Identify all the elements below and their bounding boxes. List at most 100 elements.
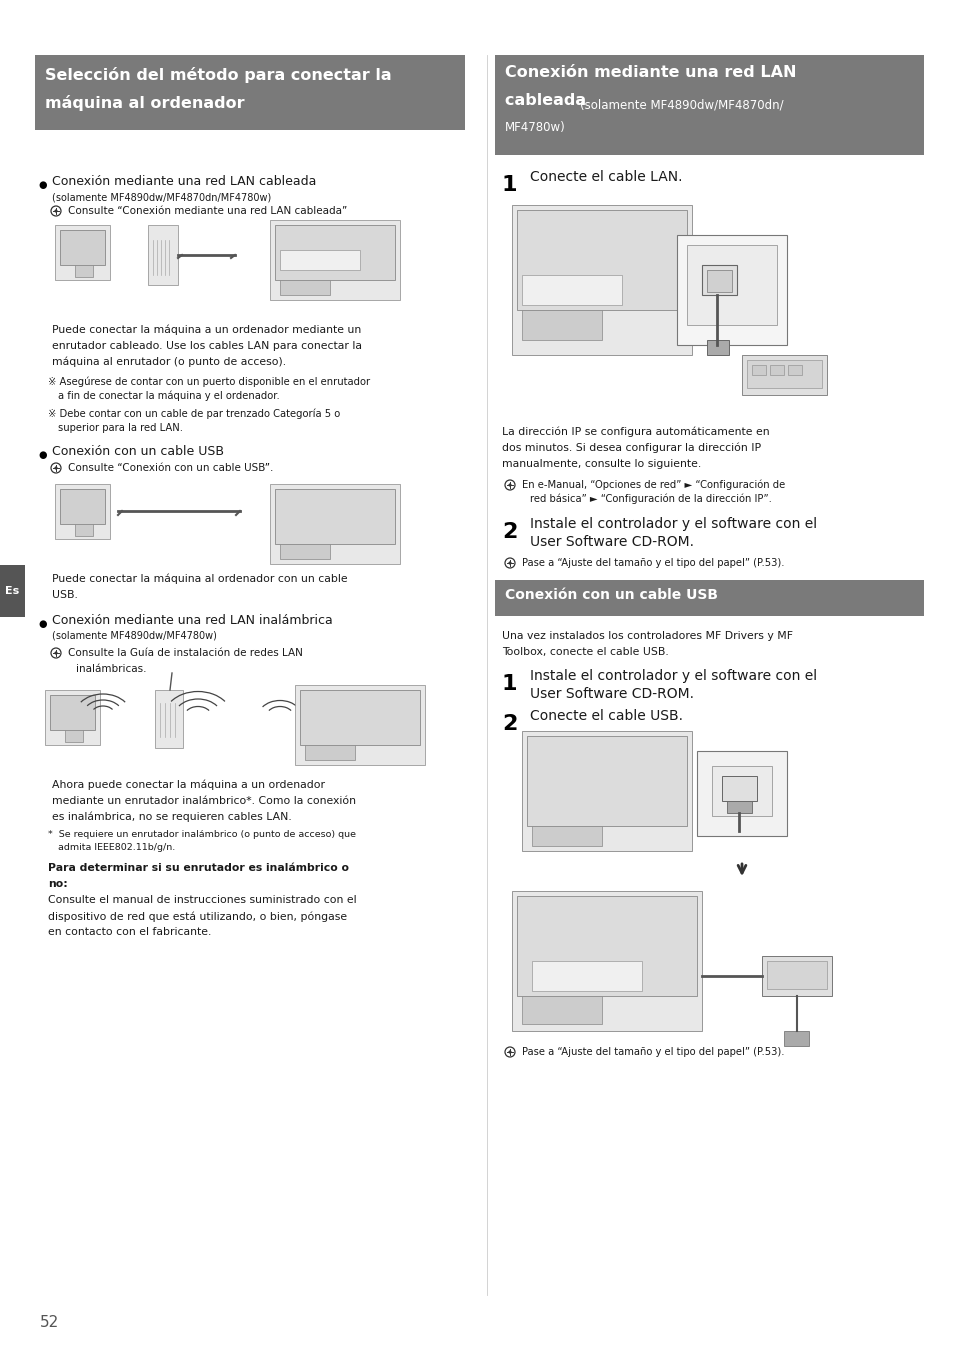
Text: 1: 1 <box>501 674 517 694</box>
Text: ●: ● <box>38 450 47 460</box>
Text: inalámbricas.: inalámbricas. <box>76 665 147 674</box>
Circle shape <box>51 462 61 473</box>
Text: máquina al ordenador: máquina al ordenador <box>45 94 244 111</box>
Bar <box>532 961 641 991</box>
Bar <box>154 690 183 748</box>
Bar <box>299 690 419 745</box>
Bar <box>60 231 105 266</box>
Text: Consulte “Conexión mediante una red LAN cableada”: Consulte “Conexión mediante una red LAN … <box>68 206 347 216</box>
Text: En e-Manual, “Opciones de red” ► “Configuración de: En e-Manual, “Opciones de red” ► “Config… <box>521 480 784 491</box>
Text: Conexión con un cable USB: Conexión con un cable USB <box>504 588 718 603</box>
Text: 1: 1 <box>501 175 517 195</box>
Text: dos minutos. Si desea configurar la dirección IP: dos minutos. Si desea configurar la dire… <box>501 443 760 453</box>
Bar <box>35 55 464 129</box>
Text: Puede conectar la máquina a un ordenador mediante un: Puede conectar la máquina a un ordenador… <box>52 325 361 336</box>
Circle shape <box>508 1050 511 1054</box>
Bar <box>761 956 831 996</box>
Text: Conexión mediante una red LAN inalámbrica: Conexión mediante una red LAN inalámbric… <box>52 613 333 627</box>
Circle shape <box>51 206 61 216</box>
Text: USB.: USB. <box>52 590 78 600</box>
Bar <box>0 565 25 617</box>
Text: Conexión mediante una red LAN cableada: Conexión mediante una red LAN cableada <box>52 175 316 187</box>
Bar <box>787 365 801 375</box>
Bar <box>60 489 105 524</box>
Text: Una vez instalados los controladores MF Drivers y MF: Una vez instalados los controladores MF … <box>501 631 792 642</box>
Text: (solamente MF4890dw/MF4870dn/MF4780w): (solamente MF4890dw/MF4870dn/MF4780w) <box>52 191 271 202</box>
Bar <box>521 996 601 1024</box>
Bar <box>65 731 83 741</box>
Text: (solamente MF4890dw/MF4780w): (solamente MF4890dw/MF4780w) <box>52 631 216 642</box>
Text: Para determinar si su enrutador es inalámbrico o: Para determinar si su enrutador es inalá… <box>48 863 349 874</box>
Text: Consulte “Conexión con un cable USB”.: Consulte “Conexión con un cable USB”. <box>68 462 274 473</box>
Bar <box>148 225 178 284</box>
Circle shape <box>54 466 57 469</box>
Text: Puede conectar la máquina al ordenador con un cable: Puede conectar la máquina al ordenador c… <box>52 574 347 585</box>
Circle shape <box>508 484 511 487</box>
Text: *  Se requiere un enrutador inalámbrico (o punto de acceso) que: * Se requiere un enrutador inalámbrico (… <box>48 830 355 838</box>
Text: Conexión mediante una red LAN: Conexión mediante una red LAN <box>504 65 796 80</box>
Text: 2: 2 <box>501 522 517 542</box>
Bar <box>305 745 355 760</box>
Bar <box>766 961 826 989</box>
Bar <box>280 280 330 295</box>
Text: admita IEEE802.11b/g/n.: admita IEEE802.11b/g/n. <box>58 842 175 852</box>
Bar <box>517 896 697 996</box>
Text: a fin de conectar la máquina y el ordenador.: a fin de conectar la máquina y el ordena… <box>58 391 279 402</box>
Bar <box>741 355 826 395</box>
Text: no:: no: <box>48 879 68 888</box>
Bar <box>294 685 424 766</box>
Text: Pase a “Ajuste del tamaño y el tipo del papel” (P.53).: Pase a “Ajuste del tamaño y el tipo del … <box>521 558 783 568</box>
Bar <box>280 249 359 270</box>
Bar <box>45 690 100 745</box>
Bar <box>521 275 621 305</box>
Bar <box>701 266 737 295</box>
Bar <box>50 696 95 731</box>
Bar <box>512 891 701 1031</box>
Bar <box>721 776 757 801</box>
Bar <box>711 766 771 816</box>
Bar <box>746 360 821 388</box>
Bar <box>280 545 330 559</box>
Bar <box>677 235 786 345</box>
Text: (solamente MF4890dw/MF4870dn/: (solamente MF4890dw/MF4870dn/ <box>579 98 782 111</box>
Text: User Software CD-ROM.: User Software CD-ROM. <box>530 535 693 549</box>
Text: dispositivo de red que está utilizando, o bien, póngase: dispositivo de red que está utilizando, … <box>48 911 347 922</box>
Text: mediante un enrutador inalámbrico*. Como la conexión: mediante un enrutador inalámbrico*. Como… <box>52 797 355 806</box>
Circle shape <box>51 648 61 658</box>
Bar <box>769 365 783 375</box>
Bar <box>55 484 110 539</box>
Text: Selección del método para conectar la: Selección del método para conectar la <box>45 67 392 84</box>
Bar <box>270 220 399 301</box>
Text: en contacto con el fabricante.: en contacto con el fabricante. <box>48 927 212 937</box>
Text: Conexión con un cable USB: Conexión con un cable USB <box>52 445 224 458</box>
Text: 2: 2 <box>501 714 517 735</box>
Text: máquina al enrutador (o punto de acceso).: máquina al enrutador (o punto de acceso)… <box>52 357 286 368</box>
Bar <box>75 266 92 276</box>
Bar <box>532 826 601 847</box>
Bar <box>274 489 395 545</box>
Bar <box>686 245 776 325</box>
Text: ●: ● <box>38 181 47 190</box>
Text: enrutador cableado. Use los cables LAN para conectar la: enrutador cableado. Use los cables LAN p… <box>52 341 361 350</box>
Text: ※ Debe contar con un cable de par trenzado Categoría 5 o: ※ Debe contar con un cable de par trenza… <box>48 408 340 419</box>
Bar <box>512 205 691 355</box>
Text: es inalámbrica, no se requieren cables LAN.: es inalámbrica, no se requieren cables L… <box>52 811 292 822</box>
Text: ●: ● <box>38 619 47 630</box>
Text: Toolbox, conecte el cable USB.: Toolbox, conecte el cable USB. <box>501 647 668 656</box>
Bar <box>751 365 765 375</box>
Text: ※ Asegúrese de contar con un puerto disponible en el enrutador: ※ Asegúrese de contar con un puerto disp… <box>48 377 370 387</box>
Circle shape <box>504 558 515 568</box>
Circle shape <box>54 651 57 655</box>
Bar <box>75 524 92 537</box>
Text: Instale el controlador y el software con el: Instale el controlador y el software con… <box>530 669 817 683</box>
Text: Conecte el cable LAN.: Conecte el cable LAN. <box>530 170 681 183</box>
Text: Consulte el manual de instrucciones suministrado con el: Consulte el manual de instrucciones sumi… <box>48 895 356 905</box>
Circle shape <box>504 480 515 491</box>
Bar <box>783 1031 808 1046</box>
Text: User Software CD-ROM.: User Software CD-ROM. <box>530 687 693 701</box>
Text: Instale el controlador y el software con el: Instale el controlador y el software con… <box>530 518 817 531</box>
Bar <box>521 310 601 340</box>
Circle shape <box>54 209 57 213</box>
Bar <box>706 270 731 293</box>
Text: manualmente, consulte lo siguiente.: manualmente, consulte lo siguiente. <box>501 460 700 469</box>
